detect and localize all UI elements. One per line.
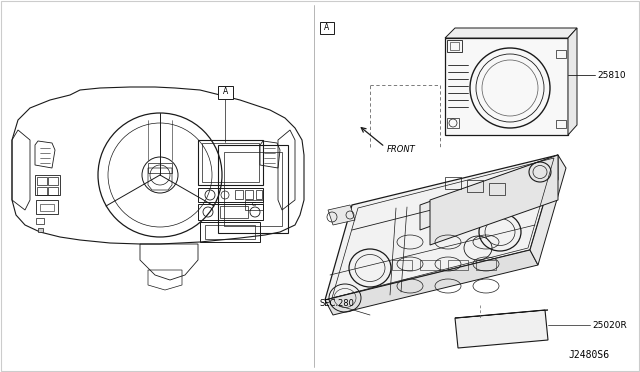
Bar xyxy=(48,187,58,195)
Bar xyxy=(235,190,243,199)
Bar xyxy=(467,180,483,192)
Bar xyxy=(420,260,440,270)
Polygon shape xyxy=(568,28,577,135)
Bar xyxy=(40,204,54,211)
Bar xyxy=(447,40,462,52)
Bar xyxy=(35,175,60,195)
Polygon shape xyxy=(430,155,558,245)
Bar xyxy=(218,145,288,233)
Text: A: A xyxy=(324,23,330,32)
Polygon shape xyxy=(328,205,355,225)
Bar xyxy=(556,50,566,58)
Polygon shape xyxy=(455,310,548,318)
Bar xyxy=(148,163,172,173)
Polygon shape xyxy=(455,310,548,348)
Polygon shape xyxy=(325,155,558,300)
Text: SEC.280: SEC.280 xyxy=(320,299,355,308)
Bar xyxy=(224,152,282,226)
Polygon shape xyxy=(325,250,538,315)
Polygon shape xyxy=(445,28,577,38)
Polygon shape xyxy=(445,38,568,135)
Bar xyxy=(205,225,255,239)
Polygon shape xyxy=(530,155,566,265)
Bar xyxy=(48,177,58,185)
Text: A: A xyxy=(223,87,228,96)
Bar xyxy=(198,188,263,202)
Bar xyxy=(320,22,334,34)
Bar xyxy=(447,118,459,128)
Text: FRONT: FRONT xyxy=(387,144,416,154)
Bar xyxy=(392,260,412,270)
Polygon shape xyxy=(420,155,558,230)
Bar xyxy=(198,204,263,220)
Bar xyxy=(198,140,263,185)
Bar xyxy=(218,86,233,99)
Bar xyxy=(38,228,43,232)
Bar xyxy=(445,177,461,189)
Bar xyxy=(489,183,505,195)
Bar xyxy=(37,177,47,185)
Bar xyxy=(245,200,263,210)
Bar xyxy=(245,190,253,199)
Text: G: G xyxy=(252,202,256,208)
Bar xyxy=(220,206,248,218)
Bar xyxy=(448,260,468,270)
Bar xyxy=(556,120,566,128)
Text: 25810: 25810 xyxy=(597,71,626,80)
Text: J2480S6: J2480S6 xyxy=(568,350,609,360)
Text: 25020R: 25020R xyxy=(592,321,627,330)
Bar xyxy=(202,143,259,182)
Bar xyxy=(36,218,44,224)
Bar xyxy=(256,190,262,199)
Bar xyxy=(200,222,260,242)
Bar xyxy=(476,260,496,270)
Bar xyxy=(37,187,47,195)
Bar xyxy=(36,200,58,214)
Bar xyxy=(450,42,459,50)
